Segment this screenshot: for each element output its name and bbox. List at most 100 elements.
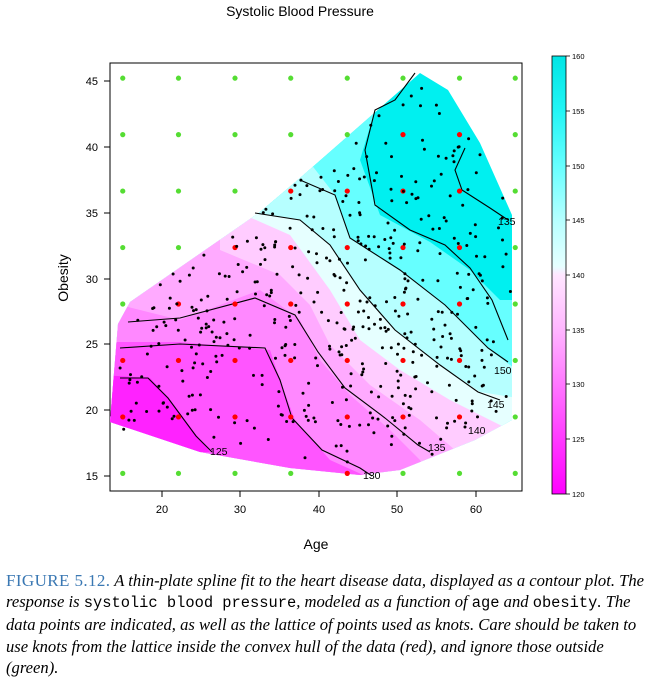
data-point (319, 175, 323, 179)
data-point (197, 343, 201, 347)
data-point (180, 369, 184, 373)
data-point (447, 383, 451, 387)
knot-outside (120, 244, 126, 251)
data-point (191, 266, 195, 270)
data-point (293, 246, 297, 250)
data-point (336, 419, 340, 423)
y-tick-labels: 15 20 25 30 35 40 45 (86, 76, 98, 483)
data-point (405, 201, 409, 205)
data-point (477, 272, 481, 276)
data-point (273, 318, 277, 321)
data-point (367, 234, 371, 238)
data-point (194, 308, 198, 312)
data-point (207, 325, 211, 329)
data-point (500, 216, 504, 220)
data-point (387, 247, 391, 251)
data-point (402, 290, 406, 294)
data-point (369, 390, 373, 394)
data-point (353, 336, 357, 340)
data-point (172, 414, 176, 418)
y-tick-label: 30 (86, 274, 98, 286)
data-point (170, 417, 174, 421)
colorbar-label: 125 (572, 435, 585, 444)
data-point (134, 401, 138, 405)
data-point (471, 288, 475, 292)
data-point (342, 288, 346, 292)
data-point (200, 326, 204, 330)
knot-inside (400, 244, 406, 251)
data-point (190, 345, 193, 349)
data-point (483, 255, 487, 259)
data-point (361, 370, 365, 374)
knot-inside (288, 244, 294, 251)
data-point (332, 235, 336, 239)
data-point (349, 384, 353, 388)
data-point (401, 189, 405, 193)
data-point (365, 300, 369, 304)
colorbar-label: 145 (572, 216, 585, 225)
data-point (347, 424, 351, 428)
knot-outside (232, 188, 238, 194)
data-point (168, 296, 172, 300)
data-point (313, 420, 317, 424)
data-point (299, 291, 303, 295)
data-point (260, 373, 264, 377)
data-point (129, 409, 133, 413)
knot-outside (512, 132, 518, 138)
data-point (501, 265, 505, 269)
data-point (373, 304, 377, 308)
data-point (465, 297, 469, 301)
data-point (337, 350, 341, 354)
data-point (393, 419, 397, 423)
knot-inside (288, 301, 294, 307)
data-point (377, 114, 381, 118)
knot-inside (344, 357, 350, 364)
data-point (260, 383, 264, 387)
data-point (345, 281, 349, 285)
colorbar (551, 55, 567, 495)
data-point (352, 167, 356, 171)
data-point (467, 137, 471, 141)
data-point (315, 261, 319, 265)
data-point (175, 302, 179, 306)
data-point (373, 322, 376, 326)
x-tick-label: 60 (470, 504, 482, 516)
knot-inside (175, 357, 182, 364)
data-point (187, 394, 191, 398)
data-point (239, 441, 243, 445)
data-point (403, 332, 407, 336)
data-point (194, 352, 198, 356)
data-point (368, 411, 372, 415)
data-point (367, 247, 371, 251)
data-point (136, 318, 140, 322)
plot-frame (109, 62, 523, 492)
data-point (356, 239, 360, 243)
data-point (453, 419, 457, 423)
data-point (489, 399, 493, 403)
data-point (273, 321, 276, 325)
data-point (406, 279, 410, 283)
data-point (283, 344, 287, 348)
knot-inside (344, 188, 350, 194)
data-point (164, 324, 168, 328)
data-point (439, 345, 443, 349)
data-point (383, 326, 387, 330)
data-point (406, 312, 410, 316)
data-point (432, 327, 436, 331)
data-point (478, 153, 482, 157)
data-point (283, 353, 287, 357)
data-point (379, 384, 383, 388)
data-point (454, 398, 458, 402)
data-point (158, 283, 162, 287)
data-point (480, 358, 484, 362)
colorbar-label: 130 (572, 380, 585, 389)
data-point (339, 423, 343, 426)
data-point (253, 280, 257, 284)
knot-inside (344, 301, 350, 307)
data-point (481, 383, 485, 387)
data-point (361, 325, 365, 329)
knot-inside (400, 414, 406, 420)
data-point (293, 183, 297, 187)
data-point (430, 452, 434, 456)
data-point (212, 318, 216, 322)
